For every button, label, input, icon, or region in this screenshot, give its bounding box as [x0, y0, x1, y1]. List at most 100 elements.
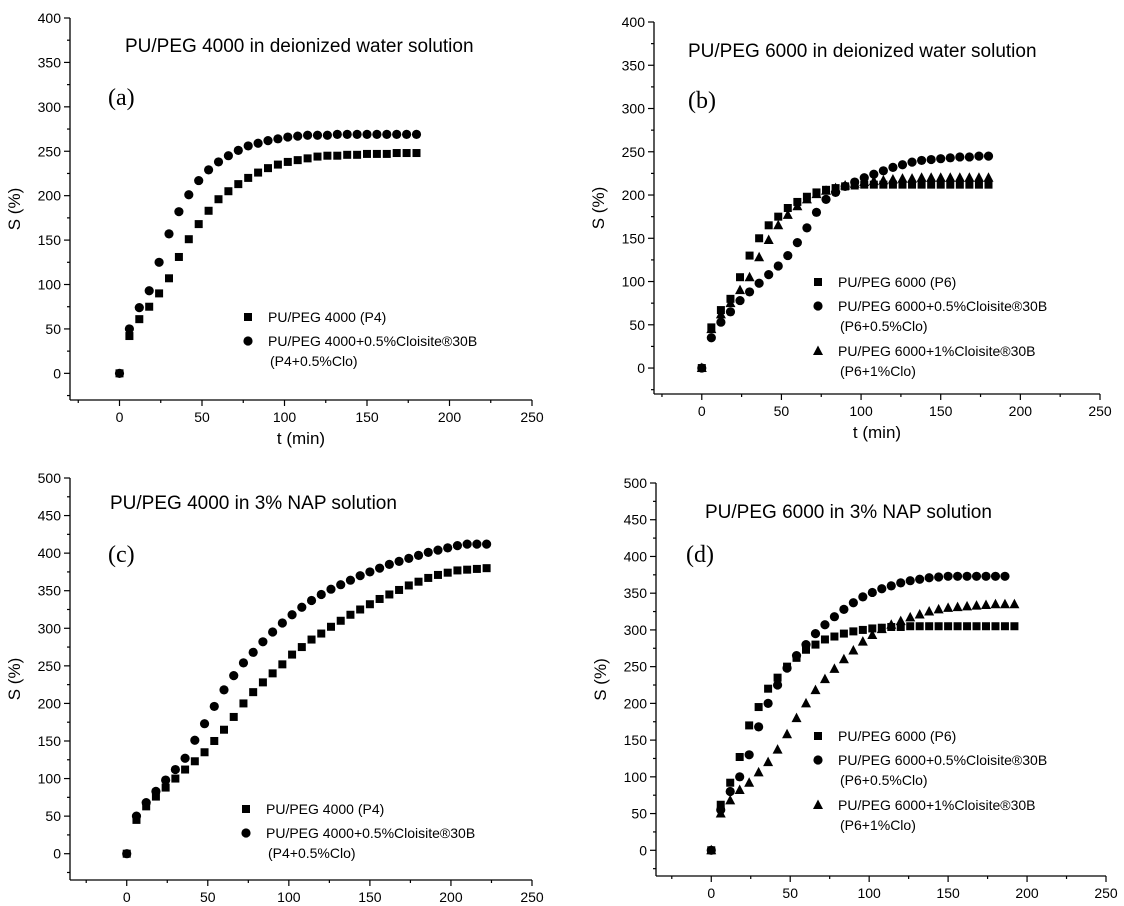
data-point-circle — [336, 580, 346, 590]
data-point-triangle — [715, 308, 726, 319]
data-point-triangle — [696, 362, 707, 373]
y-tick-label: 200 — [38, 695, 62, 711]
legend-marker-square — [244, 313, 252, 321]
data-point-square — [974, 180, 983, 189]
data-point-square — [194, 220, 203, 229]
y-axis-title: S (%) — [5, 658, 24, 701]
data-point-triangle — [868, 175, 879, 186]
data-point-triangle — [715, 808, 726, 818]
data-point-square — [317, 629, 326, 638]
data-point-triangle — [848, 644, 859, 655]
y-tick-label: 250 — [38, 143, 62, 159]
data-point-square — [375, 594, 384, 603]
data-point-circle — [896, 578, 906, 588]
x-tick-label: 100 — [273, 409, 297, 425]
data-point-triangle — [819, 673, 830, 684]
data-point-circle — [811, 207, 822, 217]
data-point-triangle — [1009, 598, 1020, 609]
data-point-square — [944, 622, 953, 631]
data-point-circle — [482, 539, 492, 549]
data-point-square — [830, 632, 839, 641]
data-point-triangle — [886, 619, 897, 629]
data-point-circle — [355, 571, 365, 581]
data-point-triangle — [791, 712, 802, 723]
data-point-triangle — [867, 629, 878, 640]
y-tick-label: 0 — [53, 365, 61, 381]
legend: PU/PEG 4000 (P4) PU/PEG 4000+0.5%Cloisite… — [241, 801, 475, 861]
data-point-square — [293, 156, 302, 165]
data-point-square — [946, 180, 955, 189]
data-point-circle — [725, 786, 735, 797]
data-point-triangle — [971, 600, 982, 610]
data-point-circle — [345, 575, 356, 585]
data-point-square — [151, 792, 160, 801]
data-point-circle — [915, 574, 925, 584]
data-point-circle — [174, 207, 184, 217]
data-point-circle — [924, 573, 934, 583]
data-point-square — [811, 640, 820, 649]
data-point-square — [323, 151, 332, 160]
y-tick-label: 150 — [624, 732, 648, 748]
data-point-circle — [233, 145, 243, 155]
y-tick-label: 350 — [38, 54, 62, 70]
data-point-triangle — [763, 234, 774, 245]
y-tick-label: 0 — [53, 846, 61, 862]
data-point-square — [278, 660, 287, 669]
data-point-circle — [801, 640, 811, 650]
data-point-circle — [888, 162, 898, 172]
series-triangle — [696, 172, 994, 373]
data-point-triangle — [916, 172, 927, 182]
data-point-triangle — [935, 172, 946, 182]
data-point-square — [273, 160, 282, 169]
data-point-square — [404, 581, 413, 590]
legend-label: PU/PEG 6000+1%Cloisite®30B — [838, 343, 1035, 359]
data-point-circle — [277, 618, 287, 628]
data-point-square — [244, 173, 253, 182]
y-tick-label: 300 — [38, 620, 62, 636]
data-point-circle — [283, 132, 293, 142]
data-point-triangle — [744, 777, 755, 787]
data-point-square — [773, 673, 782, 682]
data-point-circle — [199, 719, 210, 729]
y-tick-label: 350 — [624, 585, 648, 601]
data-point-square — [984, 180, 993, 189]
chart-title: PU/PEG 6000 in deionized water solution — [688, 41, 1037, 62]
data-point-triangle — [895, 615, 906, 626]
data-point-square — [745, 251, 754, 260]
data-point-square — [735, 752, 744, 761]
y-tick-label: 50 — [45, 808, 61, 824]
data-point-square — [764, 221, 773, 230]
data-point-square — [754, 703, 763, 712]
y-axis-title: S (%) — [589, 187, 608, 230]
data-point-circle — [413, 550, 424, 560]
data-point-circle — [744, 287, 755, 297]
data-point-circle — [293, 131, 303, 141]
data-point-circle — [867, 587, 877, 598]
data-point-square — [402, 149, 411, 158]
series-triangle — [706, 598, 1020, 855]
data-point-square — [145, 302, 154, 311]
data-point-circle — [1000, 571, 1010, 581]
data-point-circle — [375, 563, 385, 573]
data-point-square — [764, 684, 773, 693]
series-circle — [706, 571, 1010, 855]
data-point-square — [1000, 622, 1009, 631]
data-point-circle — [184, 190, 194, 200]
x-axis-title: t (min) — [853, 423, 901, 442]
legend-marker-square — [814, 278, 822, 286]
data-point-triangle — [830, 182, 841, 193]
data-point-triangle — [897, 173, 908, 183]
data-point-triangle — [878, 174, 889, 185]
data-point-circle — [783, 250, 793, 261]
data-point-circle — [971, 571, 982, 581]
data-point-circle — [829, 612, 840, 622]
data-point-square — [171, 774, 180, 783]
data-point-square — [392, 149, 401, 158]
data-point-triangle — [801, 193, 812, 204]
data-point-circle — [394, 556, 404, 567]
data-point-square — [472, 564, 481, 573]
data-point-circle — [382, 129, 392, 139]
legend-marker-circle — [243, 336, 253, 346]
legend-label: PU/PEG 6000+1%Cloisite®30B — [838, 797, 1035, 813]
data-point-square — [258, 678, 267, 687]
